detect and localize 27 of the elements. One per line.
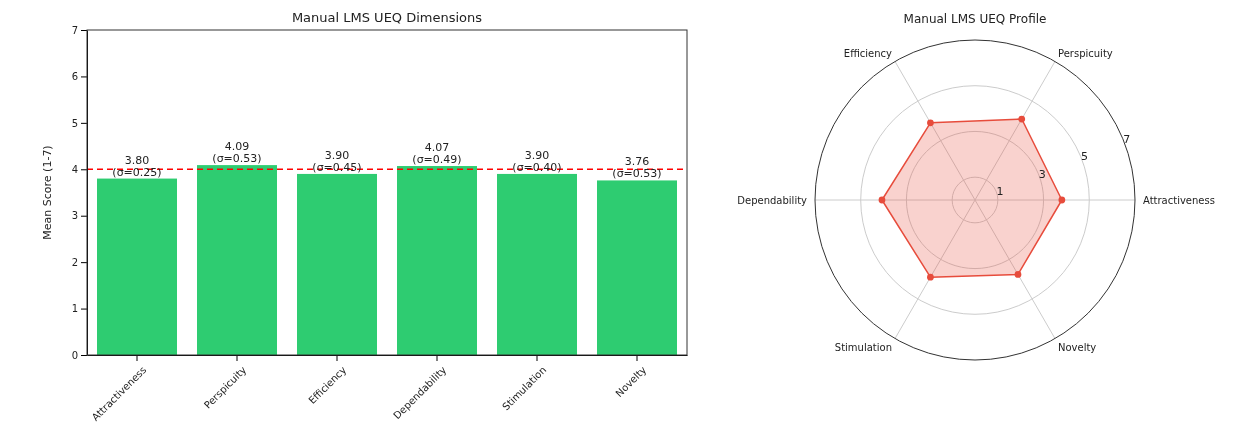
data-label: 3.90 (σ=0.45) — [312, 148, 362, 174]
data-label: 4.09 (σ=0.53) — [212, 140, 262, 166]
y-axis-title: Mean Score (1-7) — [41, 145, 54, 240]
y-tick-label: 7 — [1123, 132, 1131, 146]
spoke-label: Attractiveness — [1143, 195, 1215, 206]
spoke-label: Perspicuity — [1058, 47, 1113, 59]
data-label: 3.80 (σ=0.25) — [112, 153, 162, 179]
chart-title: Manual LMS UEQ Profile — [903, 12, 1047, 26]
spoke-label: Stimulation — [834, 342, 892, 354]
y-tick-label: 0 — [71, 349, 78, 361]
y-tick-label: 3 — [71, 210, 78, 222]
spoke-label: Efficiency — [843, 47, 893, 59]
data-label: 3.90 (σ=0.40) — [512, 148, 562, 174]
data-label: 4.07 (σ=0.49) — [412, 141, 462, 167]
y-tick-label: 5 — [1081, 150, 1089, 164]
y-tick-label: 3 — [1038, 167, 1046, 181]
y-tick-label: 1 — [71, 303, 78, 315]
y-tick-label: 6 — [71, 71, 78, 83]
y-tick-label: 7 — [71, 24, 78, 36]
y-tick-label: 1 — [996, 185, 1004, 199]
spoke-label: Novelty — [1058, 342, 1097, 354]
data-label: 3.76 (σ=0.53) — [612, 155, 662, 181]
y-tick-label: 2 — [71, 256, 78, 268]
chart-title: Manual LMS UEQ Dimensions — [291, 10, 483, 25]
spoke-label: Dependability — [737, 195, 808, 206]
y-tick-label: 4 — [71, 163, 78, 175]
y-tick-label: 5 — [71, 117, 78, 129]
